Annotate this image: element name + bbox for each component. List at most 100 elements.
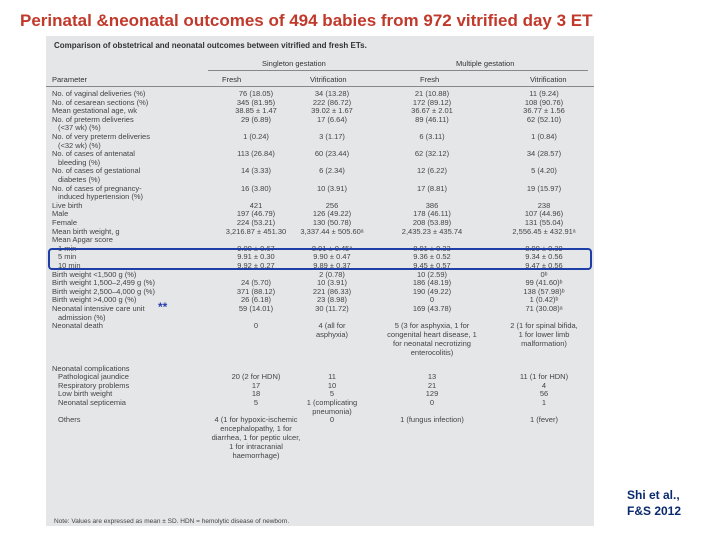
parameter-cell: Neonatal complications (52, 363, 130, 373)
value-cell-vitrification-singleton: 9.89 ± 0.37 (313, 261, 351, 270)
group-rule-singleton (208, 70, 408, 71)
value-cell-fresh-singleton: 5 (253, 398, 259, 407)
value-cell-vitrification-multiple: 2,556.45 ± 432.91ᵃ (512, 226, 576, 236)
outcomes-table: Comparison of obstetrical and neonatal o… (46, 36, 594, 526)
value-cell-vitrification-singleton: 2 (0.78) (319, 269, 345, 279)
value-cell-fresh-singleton: 224 (53.21) (236, 218, 276, 227)
value-cell-fresh-multiple: 0 (429, 398, 435, 407)
value-cell-fresh-multiple: 62 (32.12) (414, 149, 450, 159)
value-cell-vitrification-singleton: 222 (86.72) (312, 97, 352, 107)
value-cell-vitrification-multiple: 107 (44.96) (524, 209, 564, 219)
value-cell-vitrification-singleton: 0 (329, 415, 335, 425)
table-caption: Comparison of obstetrical and neonatal o… (54, 41, 367, 50)
parameter-cell: No. of cases of antenatal (52, 149, 135, 159)
table-row: Low birth weight 18 5 129 56 (46, 389, 594, 398)
table-row: No. of preterm deliveries 29 (6.89) 17 (6.… (46, 115, 594, 124)
value-cell-fresh-singleton: 113 (26.84) (237, 149, 275, 159)
value-cell-vitrification-singleton: 3 (1.17) (319, 132, 345, 141)
value-cell-fresh-multiple: 386 (425, 200, 439, 210)
value-cell-fresh-singleton: 38.85 ± 1.47 (235, 106, 277, 116)
table-row: Neonatal death 0 4 (all for asphyxia) 5 (3 … (46, 321, 594, 357)
value-cell-vitrification-singleton: 6 (2.34) (319, 166, 345, 176)
value-cell-vitrification-multiple: 9.34 ± 0.56 (525, 252, 563, 262)
value-cell-fresh-multiple: 172 (89.12) (412, 97, 452, 107)
parameter-cell: 10 min (58, 261, 81, 270)
value-cell-fresh-multiple: 186 (48.19) (412, 278, 452, 288)
parameter-cell: Birth weight >4,000 g (%) (52, 295, 137, 305)
table-row: Others 4 (1 for hypoxic-ischemic encephal… (46, 415, 594, 460)
value-cell-vitrification-singleton: 17 (6.64) (316, 114, 348, 124)
value-cell-fresh-multiple: 13 (427, 372, 437, 382)
parameter-cell: Others (58, 415, 81, 425)
value-cell-fresh-multiple: 2,435.23 ± 435.74 (401, 226, 463, 236)
parameter-cell: No. of preterm deliveries (52, 114, 134, 124)
value-cell-vitrification-multiple: 36.77 ± 1.56 (523, 106, 565, 116)
value-cell-vitrification-multiple: 99 (41.60)ᵇ (525, 278, 563, 288)
table-row: bleeding (%) (46, 158, 594, 167)
parameter-cell: Male (52, 209, 69, 219)
value-cell-fresh-multiple: 17 (8.81) (416, 183, 448, 193)
value-cell-vitrification-singleton: 256 (325, 200, 339, 210)
table-row: Birth weight <1,500 g (%) 2 (0.78) 10 (2.5… (46, 270, 594, 279)
table-row: Neonatal septicemia 5 1 (complicating pneu… (46, 398, 594, 416)
value-cell-vitrification-singleton: 10 (3.91) (316, 278, 348, 288)
parameter-cell: No. of vaginal deliveries (%) (52, 89, 146, 98)
table-row: Neonatal intensive care unit 59 (14.01) 30… (46, 304, 594, 313)
value-cell-vitrification-multiple: 1 (0.42)ᵇ (529, 295, 559, 305)
value-cell-fresh-singleton: 26 (6.18) (240, 295, 272, 305)
value-cell-vitrification-multiple: 11 (9.24) (529, 89, 559, 98)
value-cell-fresh-multiple: 208 (53.89) (412, 218, 452, 227)
value-cell-fresh-multiple: 9.36 ± 0.52 (413, 252, 451, 262)
value-cell-fresh-singleton: 16 (3.80) (240, 183, 272, 193)
parameter-cell: induced hypertension (%) (58, 192, 144, 202)
value-cell-vitrification-singleton: 9.90 ± 0.47 (313, 252, 351, 262)
table-row: Pathological jaundice 20 (2 for HDN) 11 13 1… (46, 372, 594, 381)
value-cell-fresh-singleton: 3,216.87 ± 451.30 (225, 226, 287, 236)
parameter-cell: Pathological jaundice (58, 372, 129, 382)
value-cell-fresh-multiple: 1 (fungus infection) (400, 415, 464, 425)
parameter-cell: (<32 wk) (%) (58, 140, 101, 150)
parameter-cell: No. of very preterm deliveries (52, 132, 150, 141)
value-cell-vitrification-multiple: 71 (30.08)ᵃ (525, 304, 563, 313)
value-cell-fresh-multiple: 0 (429, 295, 435, 305)
table-row: Neonatal complications (46, 364, 594, 373)
value-cell-fresh-singleton: 29 (6.89) (240, 114, 272, 124)
column-header-parameter: Parameter (52, 75, 88, 84)
table-row: Birth weight 2,500–4,000 g (%) 371 (88.12… (46, 287, 594, 296)
table-row: Respiratory problems 17 10 21 4 (46, 381, 594, 390)
parameter-cell: bleeding (%) (58, 157, 101, 167)
value-cell-fresh-singleton: 18 (251, 389, 261, 399)
column-header-fresh-singleton: Fresh (222, 75, 242, 84)
value-cell-vitrification-multiple: 0ᵇ (540, 269, 548, 279)
table-row: 5 min 9.91 ± 0.30 9.90 ± 0.47 9.36 ± 0.52 9.… (46, 252, 594, 261)
value-cell-fresh-singleton: 421 (249, 200, 263, 210)
value-cell-vitrification-multiple: 108 (90.76) (524, 97, 564, 107)
parameter-cell: Birth weight <1,500 g (%) (52, 269, 137, 279)
parameter-cell: Mean birth weight, g (52, 226, 120, 236)
header-rule (46, 86, 594, 87)
table-row: No. of cesarean sections (%) 345 (81.95) 2… (46, 98, 594, 107)
parameter-cell: Mean gestational age, wk (52, 106, 138, 116)
value-cell-fresh-multiple: 9.45 ± 0.57 (413, 261, 451, 270)
value-cell-vitrification-multiple: 1 (0.84) (531, 132, 557, 141)
value-cell-vitrification-singleton: 39.02 ± 1.67 (311, 106, 353, 116)
parameter-cell: Female (52, 218, 78, 227)
value-cell-vitrification-multiple: 34 (28.57) (526, 149, 562, 159)
value-cell-fresh-multiple: 10 (2.59) (416, 269, 448, 279)
table-row: diabetes (%) (46, 175, 594, 184)
column-header-vitrification-multiple: Vitrification (530, 75, 567, 84)
table-row: Birth weight >4,000 g (%) 26 (6.18) 23 (8.… (46, 295, 594, 304)
value-cell-vitrification-multiple: 5 (4.20) (531, 166, 557, 176)
value-cell-vitrification-singleton: 10 (3.91) (316, 183, 348, 193)
parameter-cell: Low birth weight (58, 389, 113, 399)
value-cell-fresh-multiple: 36.67 ± 2.01 (411, 106, 453, 116)
value-cell-fresh-multiple: 190 (49.22) (412, 286, 452, 296)
source-citation: Shi et al., F&S 2012 (627, 487, 681, 519)
parameter-cell: Mean Apgar score (52, 235, 113, 245)
table-row: No. of very preterm deliveries 1 (0.24) 3 … (46, 132, 594, 141)
parameter-cell: Birth weight 2,500–4,000 g (%) (52, 286, 155, 296)
value-cell-vitrification-multiple: 138 (57.98)ᵇ (523, 286, 565, 296)
parameter-cell: Neonatal septicemia (58, 398, 126, 407)
group-header-singleton: Singleton gestation (262, 59, 326, 68)
value-cell-vitrification-multiple: 56 (539, 389, 549, 399)
